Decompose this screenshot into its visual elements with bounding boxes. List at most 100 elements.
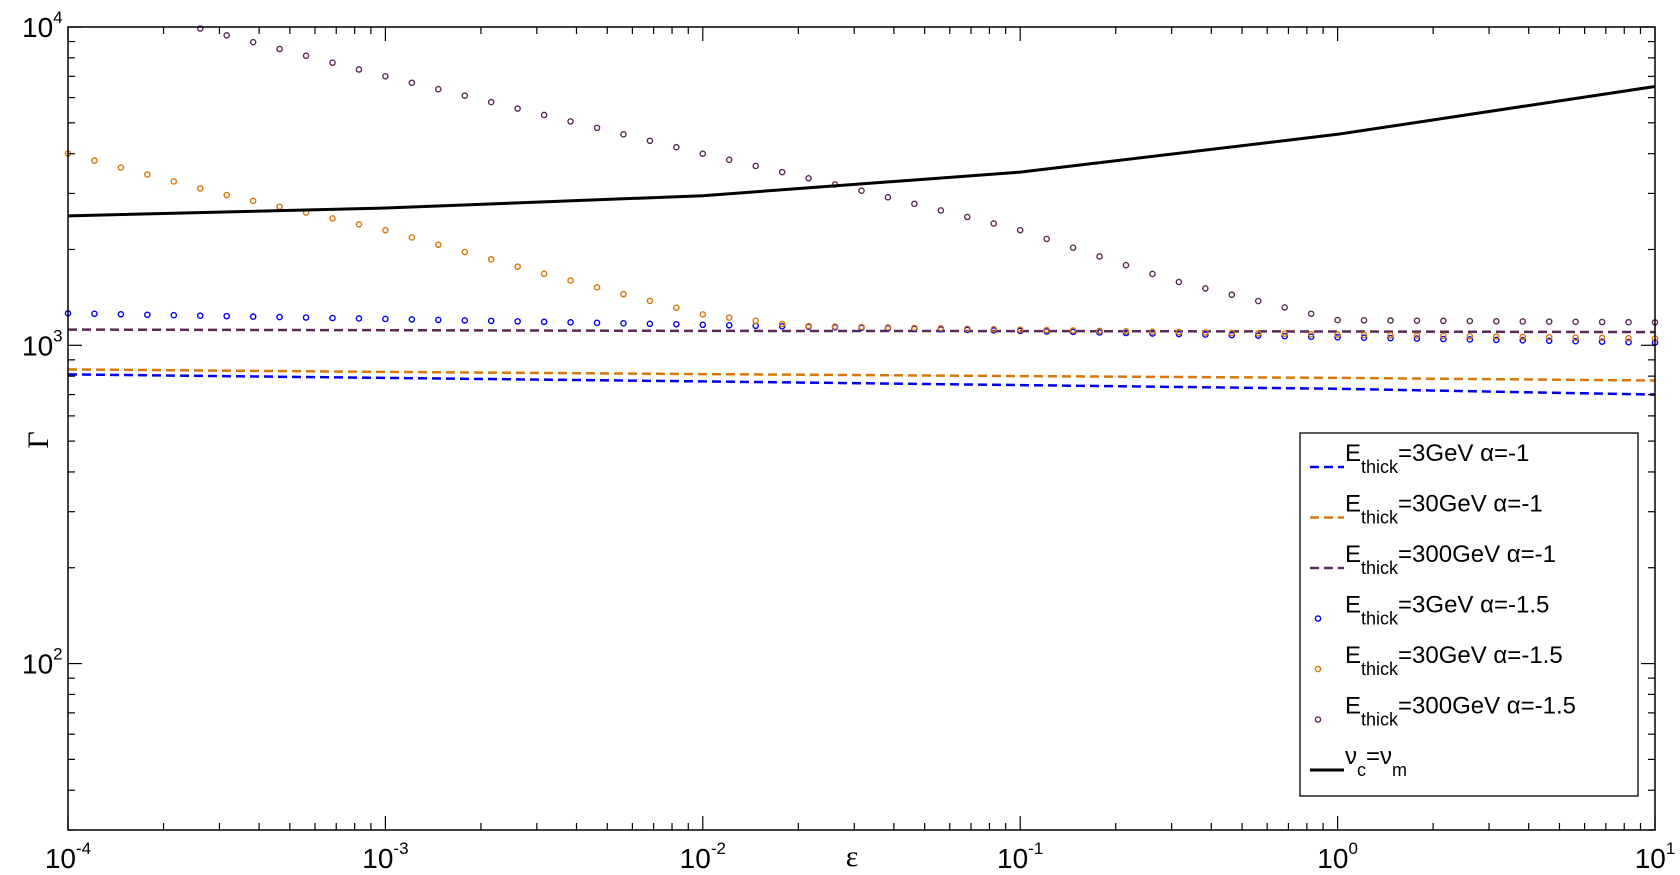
series-5-point [858, 187, 865, 194]
legend-label-0: Ethick=3GeV α=-1 [1345, 440, 1529, 477]
x-tick-label: 10-1 [997, 839, 1043, 874]
series-3-point [223, 312, 230, 320]
legend-label-4: Ethick=30GeV α=-1.5 [1345, 642, 1563, 679]
x-tick-label: 101 [1635, 839, 1676, 874]
series-4-point [646, 297, 654, 305]
series-5-point [778, 168, 786, 176]
series-4-point [567, 277, 574, 284]
series-3-point [1440, 335, 1447, 343]
series-5-point [1122, 261, 1130, 269]
series-4-point [540, 270, 548, 278]
series-6-line [67, 85, 1656, 218]
series-4-point [170, 178, 178, 185]
tick-labels: 10-4 10-3 10-2 10-1 100 101 102 103 104 [22, 8, 1675, 874]
series-3-point [249, 313, 257, 320]
series-1-line [67, 368, 1656, 382]
series-4-point [1307, 330, 1315, 338]
series-4-point [144, 171, 151, 178]
series-4-point [1069, 327, 1077, 334]
legend-label-2: Ethick=300GeV α=-1 [1345, 541, 1556, 578]
series-4-point [1493, 333, 1500, 340]
series-4-point [778, 320, 786, 328]
legend-marker-4 [1314, 665, 1322, 673]
series-5-point [487, 98, 495, 106]
series-5-point [1202, 285, 1209, 292]
series-4-point [1228, 329, 1236, 337]
series-3-point [408, 316, 416, 323]
series-5-point [1466, 317, 1474, 325]
series-4-point [593, 284, 601, 291]
series-4-point [884, 324, 892, 331]
series-4-point [329, 215, 336, 222]
series-4-point [1202, 329, 1209, 336]
x-axis-label: ε [846, 840, 859, 873]
series-5-point [1545, 318, 1553, 325]
plot-frame [67, 26, 1656, 831]
series-5-point [1598, 318, 1606, 326]
series-3-point [673, 320, 680, 328]
series-5-point [355, 66, 363, 73]
series-4-point [249, 197, 257, 205]
legend-box [1299, 432, 1639, 797]
series-3-point [593, 319, 601, 327]
series-3-point [646, 320, 654, 328]
series-5-point [196, 25, 204, 32]
series-5-point [276, 45, 283, 53]
series-5-point [1334, 316, 1341, 324]
plot-area [64, 25, 1659, 396]
legend-label-6: νc=νm [1345, 743, 1407, 780]
series-4-point [1175, 328, 1183, 336]
series-5-point [646, 137, 654, 145]
series-3-point [487, 317, 495, 325]
legend-label-3: Ethick=3GeV α=-1.5 [1345, 592, 1549, 629]
series-4-point [911, 324, 918, 332]
series-5-point [1175, 278, 1183, 286]
series-4-point [1096, 327, 1103, 335]
series-4-point [858, 323, 865, 331]
series-3-point [1307, 333, 1315, 341]
series-5-point [884, 193, 892, 201]
series-4-point [1466, 332, 1474, 340]
series-5-point [725, 156, 733, 164]
series-5-point [1440, 317, 1447, 325]
series-3-point [382, 315, 389, 323]
series-3-point [1493, 336, 1500, 344]
series-5-point [514, 105, 521, 112]
series-4-point [1016, 326, 1024, 333]
series-5-point [1519, 318, 1527, 325]
series-4-point [223, 191, 230, 199]
series-3-point [329, 314, 336, 322]
series-5-point [620, 131, 627, 138]
series-3-point [461, 317, 469, 324]
series-4-point [752, 317, 760, 325]
series-3-point [144, 311, 151, 319]
series-5-point [805, 174, 812, 182]
series-5-point [434, 85, 442, 93]
series-5-point [990, 220, 998, 227]
series-4-point [1572, 334, 1579, 341]
series-3-point [1281, 332, 1288, 340]
series-5-point [1281, 304, 1288, 311]
series-3-point [1334, 333, 1341, 341]
axis-ticks [67, 26, 1656, 831]
series-4-point [831, 323, 839, 330]
series-3-point [699, 321, 707, 329]
series-5-point [1387, 317, 1394, 324]
y-tick-label: 102 [22, 645, 63, 680]
series-4-point [1149, 328, 1156, 336]
series-2-line [67, 328, 1656, 334]
series-4-point [1254, 330, 1262, 337]
series-3-point [514, 318, 521, 325]
series-4-point [699, 311, 707, 318]
series-5-point [911, 200, 918, 208]
series-5-point [408, 79, 416, 87]
series-4-point [1519, 333, 1527, 341]
legend: Ethick=3GeV α=-1 Ethick=30GeV α=-1 Ethick=… [1299, 432, 1639, 797]
series-4-point [1545, 333, 1553, 341]
series-3-point [302, 314, 310, 321]
series-3-point [620, 320, 627, 327]
series-5-point [593, 124, 601, 132]
series-3-point [725, 321, 733, 329]
series-5-point [1043, 235, 1050, 243]
series-3-point [1254, 332, 1262, 339]
